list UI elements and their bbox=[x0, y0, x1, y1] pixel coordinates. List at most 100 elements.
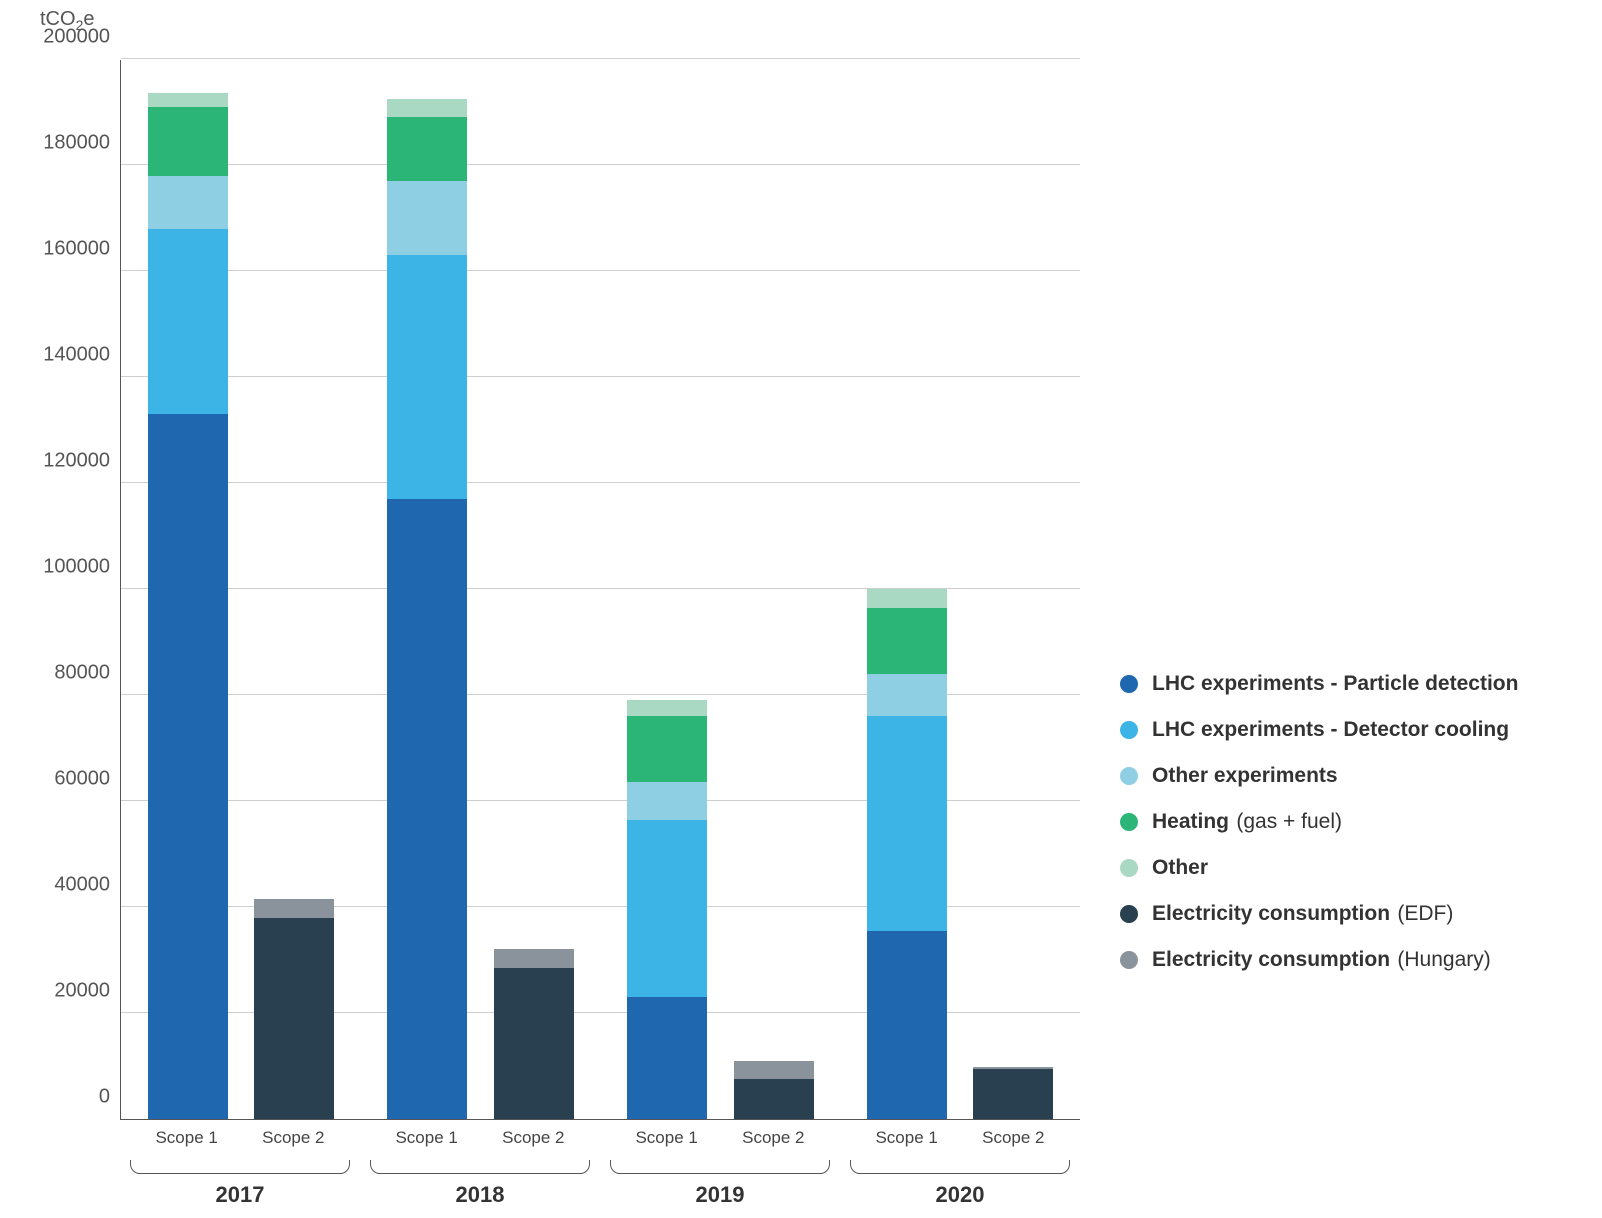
bar-segment bbox=[867, 589, 947, 608]
year-text: 2017 bbox=[216, 1182, 265, 1207]
legend-label: LHC experiments - Particle detection bbox=[1152, 672, 1518, 696]
legend-swatch-icon bbox=[1120, 859, 1138, 877]
bar-segment bbox=[387, 99, 467, 118]
bar-segment bbox=[734, 1079, 814, 1119]
legend-label-secondary: (EDF) bbox=[1397, 902, 1453, 926]
bar-segment bbox=[627, 782, 707, 819]
legend-label: Heating bbox=[1152, 810, 1229, 834]
bar-group bbox=[840, 60, 1080, 1119]
legend-swatch-icon bbox=[1120, 721, 1138, 739]
bar-segment bbox=[494, 949, 574, 968]
scope-label-group: Scope 1 Scope 2 bbox=[600, 1128, 840, 1148]
chart-container: tCO2e 0200004000060000800001000001200001… bbox=[0, 0, 1602, 1218]
legend-swatch-icon bbox=[1120, 675, 1138, 693]
bar-segment bbox=[387, 255, 467, 499]
scope-label: Scope 2 bbox=[253, 1128, 333, 1148]
bar-segment bbox=[867, 716, 947, 931]
year-label: 2020 bbox=[840, 1182, 1080, 1208]
legend-label-secondary: (gas + fuel) bbox=[1236, 810, 1342, 834]
legend-item: Electricity consumption(Hungary) bbox=[1120, 948, 1518, 972]
bar-segment bbox=[734, 1061, 814, 1080]
bar-segment bbox=[387, 181, 467, 255]
bar bbox=[627, 700, 707, 1119]
bar-segment bbox=[867, 931, 947, 1119]
scope-label-group: Scope 1 Scope 2 bbox=[840, 1128, 1080, 1148]
legend-swatch-icon bbox=[1120, 813, 1138, 831]
y-tick-label: 160000 bbox=[43, 238, 110, 261]
legend-item: Electricity consumption (EDF) bbox=[1120, 902, 1518, 926]
bar-segment bbox=[254, 899, 334, 918]
x-axis-scope-labels: Scope 1 Scope 2 Scope 1 Scope 2 Scope 1 Scope… bbox=[120, 1128, 1080, 1148]
scope-label: Scope 1 bbox=[387, 1128, 467, 1148]
year-bracket bbox=[610, 1160, 830, 1174]
year-bracket bbox=[850, 1160, 1070, 1174]
bar-segment bbox=[867, 608, 947, 674]
bar-segment bbox=[627, 700, 707, 716]
y-tick-label: 120000 bbox=[43, 450, 110, 473]
legend-label-secondary: (Hungary) bbox=[1397, 948, 1490, 972]
y-tick-label: 200000 bbox=[43, 26, 110, 49]
legend-swatch-icon bbox=[1120, 905, 1138, 923]
bar bbox=[494, 949, 574, 1119]
bar-group bbox=[361, 60, 601, 1119]
legend-label: Other bbox=[1152, 856, 1208, 880]
grid-line bbox=[121, 58, 1080, 59]
bar-group bbox=[601, 60, 841, 1119]
bar bbox=[867, 589, 947, 1119]
year-bracket bbox=[130, 1160, 350, 1174]
scope-label-group: Scope 1Scope 2 bbox=[360, 1128, 600, 1148]
year-label: 2018 bbox=[360, 1182, 600, 1208]
legend-swatch-icon bbox=[1120, 767, 1138, 785]
bar-segment bbox=[494, 968, 574, 1119]
plot-area bbox=[120, 60, 1080, 1120]
x-axis-year-labels: 2017 2018 2019 2020 bbox=[120, 1182, 1080, 1208]
y-tick-label: 80000 bbox=[54, 662, 110, 685]
scope-label: Scope 2 bbox=[733, 1128, 813, 1148]
bar bbox=[734, 1061, 814, 1119]
bar-segment bbox=[627, 820, 707, 998]
bar-segment bbox=[867, 674, 947, 716]
year-label: 2019 bbox=[600, 1182, 840, 1208]
bar-segment bbox=[627, 997, 707, 1119]
bar-segment bbox=[387, 499, 467, 1119]
bar-segment bbox=[148, 176, 228, 229]
bar bbox=[387, 99, 467, 1119]
year-label: 2017 bbox=[120, 1182, 360, 1208]
scope-label: Scope 1 bbox=[627, 1128, 707, 1148]
year-text: 2020 bbox=[936, 1182, 985, 1207]
year-text: 2018 bbox=[456, 1182, 505, 1207]
scope-label: Scope 2 bbox=[973, 1128, 1053, 1148]
bar-segment bbox=[148, 414, 228, 1119]
bar bbox=[973, 1067, 1053, 1119]
bar-segment bbox=[254, 918, 334, 1119]
legend-item: Other experiments bbox=[1120, 764, 1518, 788]
legend-swatch-icon bbox=[1120, 951, 1138, 969]
bar-segment bbox=[973, 1069, 1053, 1119]
year-text: 2019 bbox=[696, 1182, 745, 1207]
scope-label: Scope 1 bbox=[147, 1128, 227, 1148]
bar-segment bbox=[387, 117, 467, 181]
bar-segment bbox=[148, 93, 228, 106]
legend-label: Electricity consumption bbox=[1152, 902, 1390, 926]
legend: LHC experiments - Particle detection LHC … bbox=[1120, 650, 1518, 994]
legend-item: LHC experiments - Detector cooling bbox=[1120, 718, 1518, 742]
bar-segment bbox=[148, 107, 228, 176]
y-tick-label: 100000 bbox=[43, 556, 110, 579]
year-bracket bbox=[370, 1160, 590, 1174]
y-tick-label: 140000 bbox=[43, 344, 110, 367]
bar bbox=[254, 899, 334, 1119]
legend-label: LHC experiments - Detector cooling bbox=[1152, 718, 1509, 742]
legend-item: LHC experiments - Particle detection bbox=[1120, 672, 1518, 696]
scope-label: Scope 1 bbox=[867, 1128, 947, 1148]
bars bbox=[121, 60, 1080, 1119]
bar-segment bbox=[627, 716, 707, 782]
y-tick-label: 20000 bbox=[54, 980, 110, 1003]
legend-label: Other experiments bbox=[1152, 764, 1338, 788]
legend-item: Other bbox=[1120, 856, 1518, 880]
scope-label-group: Scope 1 Scope 2 bbox=[120, 1128, 360, 1148]
bar-group bbox=[121, 60, 361, 1119]
y-tick-label: 0 bbox=[99, 1086, 110, 1109]
y-tick-label: 40000 bbox=[54, 874, 110, 897]
y-axis: 0200004000060000800001000001200001400001… bbox=[30, 60, 120, 1120]
chart-zone: 0200004000060000800001000001200001400001… bbox=[30, 60, 1080, 1208]
